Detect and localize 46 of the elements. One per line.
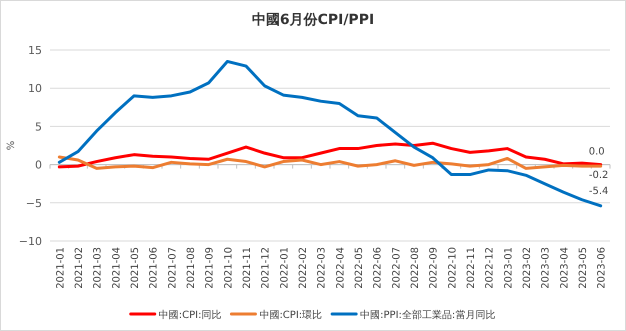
x-tick-label: 2022-09 xyxy=(428,247,440,289)
y-tick-label: 15 xyxy=(28,44,42,57)
x-tick-label: 2023-02 xyxy=(522,247,533,289)
y-axis-title: % xyxy=(6,140,17,150)
line-series xyxy=(58,142,602,168)
y-tick-label: 0 xyxy=(35,158,42,172)
x-tick-label: 2023-05 xyxy=(578,247,589,289)
x-tick-label: 2021-11 xyxy=(242,247,253,289)
data-label: -5.4 xyxy=(588,186,608,197)
x-tick-label: 2021-09 xyxy=(204,247,216,289)
x-tick-label: 2022-12 xyxy=(484,247,496,289)
x-tick-label: 2022-02 xyxy=(298,247,309,289)
y-tick-label: 5 xyxy=(35,120,42,134)
y-tick-label: 10 xyxy=(28,82,42,96)
x-tick-label: 2022-06 xyxy=(372,247,384,289)
y-tick-label: −10 xyxy=(18,235,42,248)
x-tick-label: 2023-04 xyxy=(559,247,570,289)
x-tick-label: 2023-01 xyxy=(503,247,514,289)
data-label: 0.0 xyxy=(588,146,605,158)
x-tick-label: 2021-04 xyxy=(111,247,122,289)
x-tick-label: 2021-02 xyxy=(74,247,85,289)
x-tick-label: 2021-01 xyxy=(55,247,66,289)
legend-label: 中國:CPI:環比 xyxy=(259,309,322,321)
x-tick-label: 2022-05 xyxy=(354,247,365,289)
legend-label: 中國:CPI:同比 xyxy=(158,309,222,321)
x-tick-label: 2022-08 xyxy=(410,247,421,289)
y-tick-label: −5 xyxy=(26,196,42,210)
x-tick-label: 2022-04 xyxy=(335,247,346,289)
data-label: -0.2 xyxy=(588,170,608,182)
x-tick-label: 2021-03 xyxy=(92,247,104,289)
legend-label: 中國:PPI:全部工業品:當月同比 xyxy=(360,309,496,321)
x-tick-label: 2022-01 xyxy=(279,247,290,289)
x-tick-label: 2021-08 xyxy=(186,247,197,289)
x-tick-label: 2023-03 xyxy=(540,247,552,289)
x-tick-label: 2023-06 xyxy=(596,247,608,289)
x-tick-label: 2021-12 xyxy=(260,247,272,289)
x-tick-label: 2022-10 xyxy=(447,247,458,289)
x-tick-label: 2021-10 xyxy=(223,247,234,289)
line-series xyxy=(58,155,602,170)
x-tick-label: 2022-03 xyxy=(316,247,328,289)
x-tick-label: 2021-06 xyxy=(148,247,160,289)
x-tick-label: 2022-07 xyxy=(391,247,402,289)
x-tick-label: 2021-07 xyxy=(167,247,178,289)
chart-title: 中國6月份CPI/PPI xyxy=(252,12,374,28)
x-tick-label: 2021-05 xyxy=(130,247,141,289)
x-tick-label: 2022-11 xyxy=(466,247,477,289)
